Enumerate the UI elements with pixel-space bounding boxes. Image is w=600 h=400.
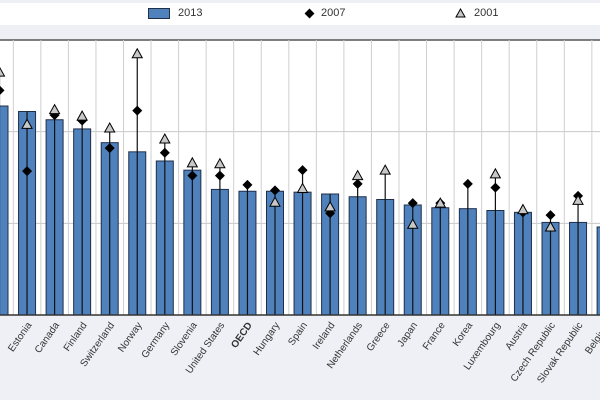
marker-2007 bbox=[22, 166, 33, 177]
legend-item-2007: 2007 bbox=[304, 7, 346, 19]
x-tick-label: Germany bbox=[140, 320, 173, 360]
marker-2001 bbox=[0, 66, 6, 77]
marker-2001 bbox=[269, 196, 281, 207]
marker-2001 bbox=[379, 164, 392, 175]
marker-2001 bbox=[489, 167, 502, 179]
marker-2001 bbox=[351, 169, 364, 181]
x-tick-label: Norway bbox=[116, 320, 144, 354]
bar-swatch-icon bbox=[148, 7, 170, 19]
triangle-icon bbox=[455, 8, 466, 18]
x-tick-label: Hungary bbox=[252, 320, 283, 357]
x-tick-label: Belgium bbox=[583, 320, 600, 356]
x-tick-label: Greece bbox=[365, 320, 393, 354]
marker-2001 bbox=[517, 203, 529, 215]
x-tick-label: Estonia bbox=[6, 320, 34, 354]
marker-2007 bbox=[214, 170, 225, 181]
x-tick-label: Korea bbox=[451, 320, 476, 349]
marker-2001 bbox=[544, 220, 557, 232]
marker-2007 bbox=[132, 105, 143, 116]
x-tick-label: Austria bbox=[504, 320, 531, 352]
legend-label: 2001 bbox=[474, 7, 499, 19]
legend: 2013 2007 2001 bbox=[0, 3, 600, 25]
x-tick-label: OECD bbox=[229, 320, 255, 350]
legend-label: 2007 bbox=[321, 7, 346, 19]
x-tick-label: Spain bbox=[286, 320, 310, 347]
marker-2007 bbox=[545, 210, 556, 221]
x-tick-label: Ireland bbox=[311, 320, 338, 351]
marker-2001 bbox=[214, 157, 226, 169]
marker-2007 bbox=[490, 182, 501, 193]
marker-2007 bbox=[242, 179, 253, 190]
marker-2001 bbox=[21, 118, 33, 129]
marker-2007 bbox=[462, 178, 473, 189]
x-tick-label: Finland bbox=[62, 320, 90, 353]
legend-label: 2013 bbox=[178, 7, 203, 19]
marker-2001 bbox=[406, 218, 419, 229]
x-tick-label: France bbox=[421, 320, 448, 352]
marker-2001 bbox=[103, 121, 116, 133]
x-tick-label: Japan bbox=[396, 320, 421, 349]
marker-2007 bbox=[0, 85, 5, 95]
marker-2001 bbox=[186, 156, 199, 168]
marker-2001 bbox=[76, 110, 88, 121]
marker-2001 bbox=[324, 200, 336, 212]
bar-2013 bbox=[0, 105, 9, 316]
marker-2007 bbox=[187, 170, 198, 181]
marker-2007 bbox=[159, 147, 170, 158]
bar-2013 bbox=[596, 226, 600, 316]
x-tick-label: Canada bbox=[33, 320, 62, 355]
marker-2001 bbox=[158, 132, 171, 144]
marker-2001 bbox=[434, 197, 447, 208]
marker-2007 bbox=[270, 185, 280, 196]
legend-item-2013: 2013 bbox=[148, 7, 202, 19]
marker-2007 bbox=[297, 165, 308, 176]
marker-2001 bbox=[572, 194, 584, 205]
marker-2007 bbox=[352, 178, 363, 189]
marker-2007 bbox=[407, 198, 418, 209]
legend-item-2001: 2001 bbox=[455, 7, 498, 19]
marker-2001 bbox=[48, 103, 61, 115]
marker-2001 bbox=[131, 47, 144, 59]
marker-2001 bbox=[296, 182, 309, 193]
marker-2007 bbox=[104, 143, 115, 154]
